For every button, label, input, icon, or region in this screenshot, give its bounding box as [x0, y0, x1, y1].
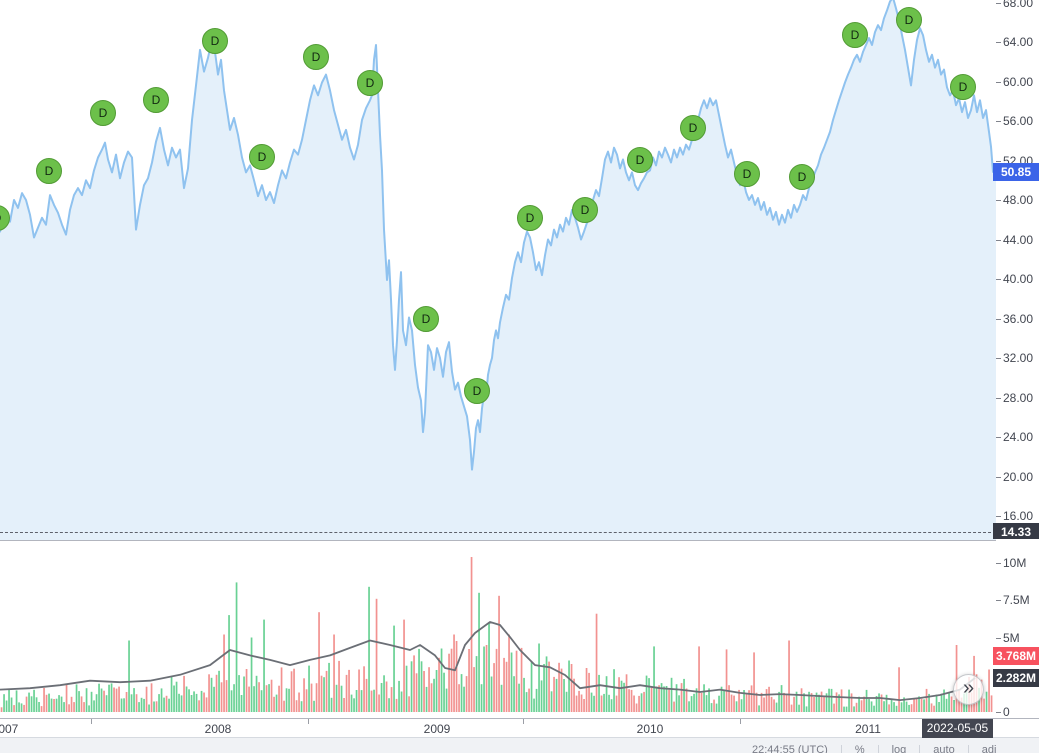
dividend-marker[interactable]: D — [517, 204, 543, 231]
time-axis-minor-tick — [740, 719, 741, 724]
volume-tick-label: 5M — [996, 630, 1020, 645]
dividend-marker[interactable]: D — [303, 43, 329, 70]
adj-data-button[interactable]: adj — [981, 744, 997, 753]
auto-scale-button[interactable]: auto — [933, 744, 955, 753]
price-tick-label: 44.00 — [995, 232, 1034, 247]
pane-separator[interactable] — [0, 540, 1039, 541]
volume-tick-label: 10M — [995, 556, 1027, 570]
current-price-badge: 50.85 — [993, 162, 1039, 181]
dividend-marker[interactable]: D — [572, 196, 598, 223]
dividend-marker-label: D — [421, 312, 431, 327]
price-tick-label: 24.00 — [995, 430, 1034, 444]
dividend-marker[interactable]: D — [90, 100, 116, 127]
time-axis-year-label: 2011 — [855, 722, 881, 736]
crosshair-date-badge: 2022-05-05 — [922, 719, 993, 738]
price-tick-label: 16.00 — [995, 509, 1034, 523]
dividend-marker[interactable]: D — [143, 87, 169, 114]
dividend-marker-label: D — [635, 152, 645, 167]
volume-bar-chart — [0, 557, 993, 712]
price-tick-label: 32.00 — [995, 351, 1034, 365]
time-axis[interactable]: 2007 2008 2009 2010 2011 2022-05-05 — [0, 718, 1039, 738]
go-to-realtime-button[interactable]: » — [953, 674, 984, 705]
dividend-marker[interactable]: D — [357, 70, 383, 97]
volume-ma-badge: 2.282M — [993, 668, 1039, 687]
time-axis-year-label: 2010 — [636, 722, 664, 736]
status-bar-separator — [967, 744, 969, 753]
dividend-marker-label: D — [365, 76, 375, 91]
volume-pane[interactable] — [0, 541, 996, 718]
dividend-marker[interactable]: D — [249, 143, 275, 170]
clock-utc-label[interactable]: 22:44:55 (UTC) — [752, 744, 828, 753]
dividend-marker[interactable]: D — [734, 161, 760, 188]
time-axis-year-label: 2007 — [0, 722, 19, 736]
dividend-marker[interactable]: D — [413, 306, 439, 333]
log-scale-button[interactable]: log — [891, 744, 907, 753]
dividend-marker[interactable]: D — [842, 22, 868, 49]
price-tick-label: 60.00 — [995, 74, 1034, 89]
dividend-marker-label: D — [904, 13, 914, 28]
time-axis-minor-tick — [308, 719, 309, 724]
price-area-chart — [0, 0, 996, 540]
low-price-badge: 14.33 — [993, 523, 1039, 540]
low-price-dashed-line — [0, 532, 996, 533]
dividend-marker-label: D — [797, 170, 807, 185]
status-bar-separator — [919, 744, 921, 753]
volume-tick-label: 7.5M — [996, 593, 1030, 608]
price-axis[interactable]: 68.00 64.00 60.00 56.00 52.00 48.00 44.00 40.00… — [993, 0, 1039, 737]
time-axis-year-label: 2009 — [423, 722, 451, 736]
dividend-marker-label: D — [44, 164, 54, 179]
price-tick-label: 56.00 — [995, 114, 1034, 128]
dividend-marker-label: D — [525, 210, 535, 225]
status-bar-separator — [840, 744, 842, 753]
dividend-marker[interactable]: D — [202, 28, 228, 54]
dividend-marker-label: D — [98, 106, 108, 121]
price-tick-label: 20.00 — [995, 469, 1034, 484]
percent-scale-button[interactable]: % — [854, 744, 865, 753]
price-tick-label: 48.00 — [995, 193, 1034, 207]
dividend-marker[interactable]: D — [896, 7, 922, 34]
volume-tick-label: 0 — [996, 705, 1010, 719]
dividend-marker[interactable]: D — [680, 114, 706, 141]
dividend-marker[interactable]: D — [36, 158, 62, 185]
dividend-marker-label: D — [580, 202, 590, 217]
dividend-marker-label: D — [257, 149, 267, 164]
dividend-marker-label: D — [210, 34, 220, 48]
price-tick-label: 36.00 — [995, 311, 1034, 326]
dividend-marker[interactable]: D — [464, 377, 490, 404]
dividend-marker-label: D — [151, 93, 161, 108]
double-chevron-right-icon: » — [962, 677, 975, 699]
dividend-marker[interactable]: D — [627, 146, 653, 173]
time-axis-year-label: 2008 — [204, 722, 232, 736]
price-tick-label: 68.00 — [995, 0, 1033, 11]
dividend-marker-label: D — [0, 211, 1, 225]
dividend-marker[interactable]: D — [789, 164, 815, 191]
dividend-marker-label: D — [688, 120, 698, 135]
dividend-marker-label: D — [958, 80, 968, 95]
price-tick-label: 40.00 — [995, 272, 1034, 286]
dividend-marker-label: D — [742, 167, 752, 182]
dividend-marker[interactable]: D — [950, 74, 976, 101]
dividend-marker-label: D — [850, 28, 860, 43]
price-tick-label: 28.00 — [995, 390, 1034, 405]
time-axis-minor-tick — [523, 719, 524, 724]
price-pane[interactable]: D D D D D D D D D D D D D D D D D D D — [0, 0, 996, 540]
current-volume-badge: 3.768M — [993, 646, 1039, 665]
dividend-marker-label: D — [311, 49, 321, 64]
dividend-marker-label: D — [472, 383, 482, 398]
status-bar-separator — [877, 744, 879, 753]
status-bar: 22:44:55 (UTC) % log auto adj — [0, 737, 1039, 753]
price-tick-label: 64.00 — [995, 35, 1034, 49]
time-axis-minor-tick — [91, 719, 92, 724]
